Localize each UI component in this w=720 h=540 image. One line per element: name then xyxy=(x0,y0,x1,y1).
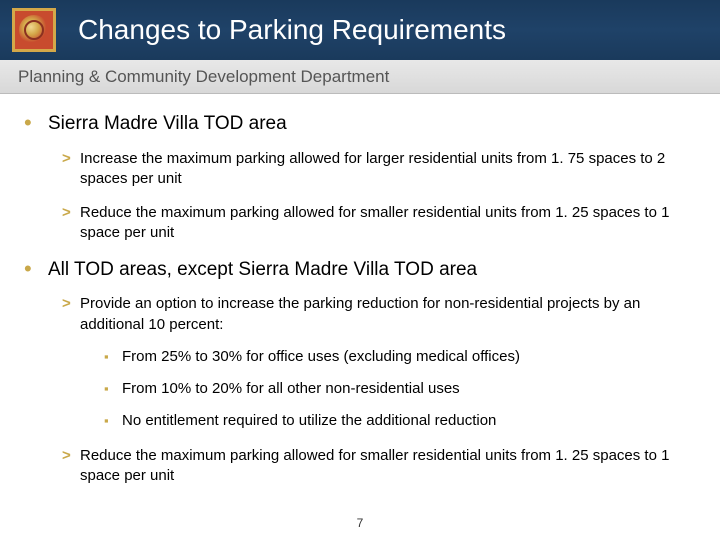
header-band: Changes to Parking Requirements xyxy=(0,0,720,60)
list-item: From 10% to 20% for all other non-reside… xyxy=(104,379,690,399)
content-area: Sierra Madre Villa TOD area Increase the… xyxy=(0,94,720,486)
list-item: Reduce the maximum parking allowed for s… xyxy=(62,203,690,244)
list-item: All TOD areas, except Sierra Madre Villa… xyxy=(30,258,690,486)
list-item-text: Reduce the maximum parking allowed for s… xyxy=(80,204,669,241)
list-item-text: Reduce the maximum parking allowed for s… xyxy=(80,447,669,484)
bullet-list-lvl2: Provide an option to increase the parkin… xyxy=(62,294,690,486)
list-item-text: Increase the maximum parking allowed for… xyxy=(80,150,665,187)
list-item-text: No entitlement required to utilize the a… xyxy=(122,412,496,429)
sub-band: Planning & Community Development Departm… xyxy=(0,60,720,94)
bullet-list-lvl3: From 25% to 30% for office uses (excludi… xyxy=(104,347,690,432)
list-item-text: Provide an option to increase the parkin… xyxy=(80,295,640,332)
bullet-list-lvl2: Increase the maximum parking allowed for… xyxy=(62,149,690,244)
department-label: Planning & Community Development Departm… xyxy=(18,67,389,87)
list-item-text: All TOD areas, except Sierra Madre Villa… xyxy=(48,259,477,280)
list-item-text: Sierra Madre Villa TOD area xyxy=(48,113,287,134)
list-item: Reduce the maximum parking allowed for s… xyxy=(62,446,690,487)
list-item: Sierra Madre Villa TOD area Increase the… xyxy=(30,112,690,244)
list-item: From 25% to 30% for office uses (excludi… xyxy=(104,347,690,367)
page-number: 7 xyxy=(0,516,720,530)
list-item-text: From 10% to 20% for all other non-reside… xyxy=(122,380,460,397)
list-item: No entitlement required to utilize the a… xyxy=(104,411,690,431)
list-item: Increase the maximum parking allowed for… xyxy=(62,149,690,190)
city-logo xyxy=(12,8,56,52)
slide-title: Changes to Parking Requirements xyxy=(78,14,506,46)
bullet-list-lvl1: Sierra Madre Villa TOD area Increase the… xyxy=(30,112,690,486)
list-item-text: From 25% to 30% for office uses (excludi… xyxy=(122,348,520,365)
rose-icon xyxy=(19,15,49,45)
list-item: Provide an option to increase the parkin… xyxy=(62,294,690,431)
